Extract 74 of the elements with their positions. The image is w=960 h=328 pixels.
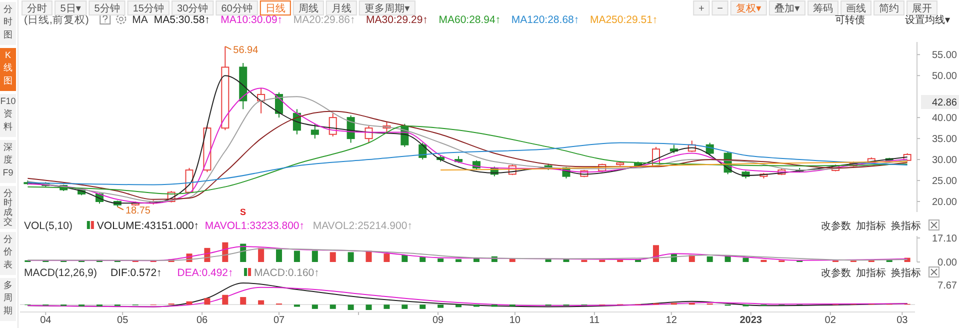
text: 改参数 xyxy=(821,220,851,232)
text: MA20:29.86↑ xyxy=(293,14,356,26)
text: 多周期 xyxy=(4,280,12,316)
text: 改参数 xyxy=(821,267,851,279)
y-tick-label: 0.00 xyxy=(938,258,958,268)
text: 分时 xyxy=(27,2,47,14)
text: 30分钟 xyxy=(177,2,208,14)
text: − xyxy=(717,4,724,14)
text: 换指标 xyxy=(891,220,921,232)
legend-label: MACD:0.160↑ xyxy=(254,267,320,279)
text: 日线 xyxy=(265,2,286,14)
y-tick-label: 40.00 xyxy=(932,113,958,124)
text: MA120:28.68↑ xyxy=(511,14,580,26)
text: 分价表 xyxy=(2,234,12,270)
annotation: 18.75 xyxy=(125,205,151,216)
text: 叠加▾ xyxy=(774,2,800,14)
annotation: 56.94 xyxy=(233,44,259,56)
text: MA5:30.58↑ xyxy=(154,14,210,26)
x-tick-label: 10 xyxy=(509,315,521,326)
text: MA250:29.51↑ xyxy=(590,14,658,26)
series-label: MAVOL2:25214.900↑ xyxy=(312,220,412,232)
text: 筹码 xyxy=(813,2,833,14)
x-tick-label: 02 xyxy=(824,315,836,326)
y-tick-label: 17.10 xyxy=(932,233,958,244)
text: 分时成交 xyxy=(4,188,12,226)
x-tick-label: 06 xyxy=(196,315,208,326)
series-label: MAVOL1:33233.800↑ xyxy=(204,220,305,232)
annotation: S xyxy=(240,207,246,217)
text: MA60:28.94↑ xyxy=(438,14,501,26)
text: 可转债 xyxy=(835,14,865,26)
x-tick-label: 11 xyxy=(589,315,600,326)
y-tick-label: 25.00 xyxy=(932,176,958,188)
text: 5分钟 xyxy=(94,2,120,14)
x-tick-label: 12 xyxy=(666,315,678,326)
text: 15分钟 xyxy=(132,2,164,14)
text: K线图 xyxy=(4,50,12,86)
text: 加指标 xyxy=(856,220,886,232)
y-tick-label: 20.00 xyxy=(932,197,958,208)
x-tick-label: 03 xyxy=(896,315,908,326)
text: MA30:29.29↑ xyxy=(366,14,428,26)
text: 展开 xyxy=(912,4,932,14)
text: + xyxy=(698,4,704,14)
text: 周线 xyxy=(298,2,318,14)
text: 复权▾ xyxy=(736,2,762,14)
series-label: DEA:0.492↑ xyxy=(177,267,234,279)
text: 42.86 xyxy=(932,98,958,108)
y-tick-label: 30.00 xyxy=(932,155,958,166)
y-tick-label: 55.00 xyxy=(932,50,958,62)
text: DIF:0.572↑ xyxy=(110,267,162,279)
legend-title: MACD(12,26,9) xyxy=(24,267,97,279)
text: 5日▾ xyxy=(60,4,81,14)
text: 深度F9 xyxy=(2,142,14,178)
x-tick-label: 04 xyxy=(40,315,52,326)
legend-label: VOLUME:43151.000↑ xyxy=(96,220,200,232)
text: 加指标 xyxy=(856,267,886,279)
text: 画线 xyxy=(846,2,866,14)
y-tick-label: 50.00 xyxy=(932,71,958,82)
legend-title: VOL(5,10) xyxy=(24,220,72,232)
text: MA10:30.09↑ xyxy=(220,14,283,26)
text: 更多周期▾ xyxy=(364,2,410,14)
text: F10资料 xyxy=(0,96,16,132)
x-tick-label: 2023 xyxy=(740,315,762,326)
text: 分时图 xyxy=(4,4,12,40)
text: 60分钟 xyxy=(221,2,252,14)
x-tick-label: 05 xyxy=(117,315,129,326)
text: 换指标 xyxy=(891,267,921,279)
text: 设置均线▾ xyxy=(904,14,950,26)
text: 7.67 xyxy=(938,280,958,292)
x-tick-label: 09 xyxy=(432,315,444,326)
text: 月线 xyxy=(331,2,352,14)
x-tick-label: 07 xyxy=(273,315,286,326)
text: 简约 xyxy=(879,2,899,14)
y-tick-label: 35.00 xyxy=(932,134,958,146)
legend-title: MA xyxy=(132,14,148,26)
